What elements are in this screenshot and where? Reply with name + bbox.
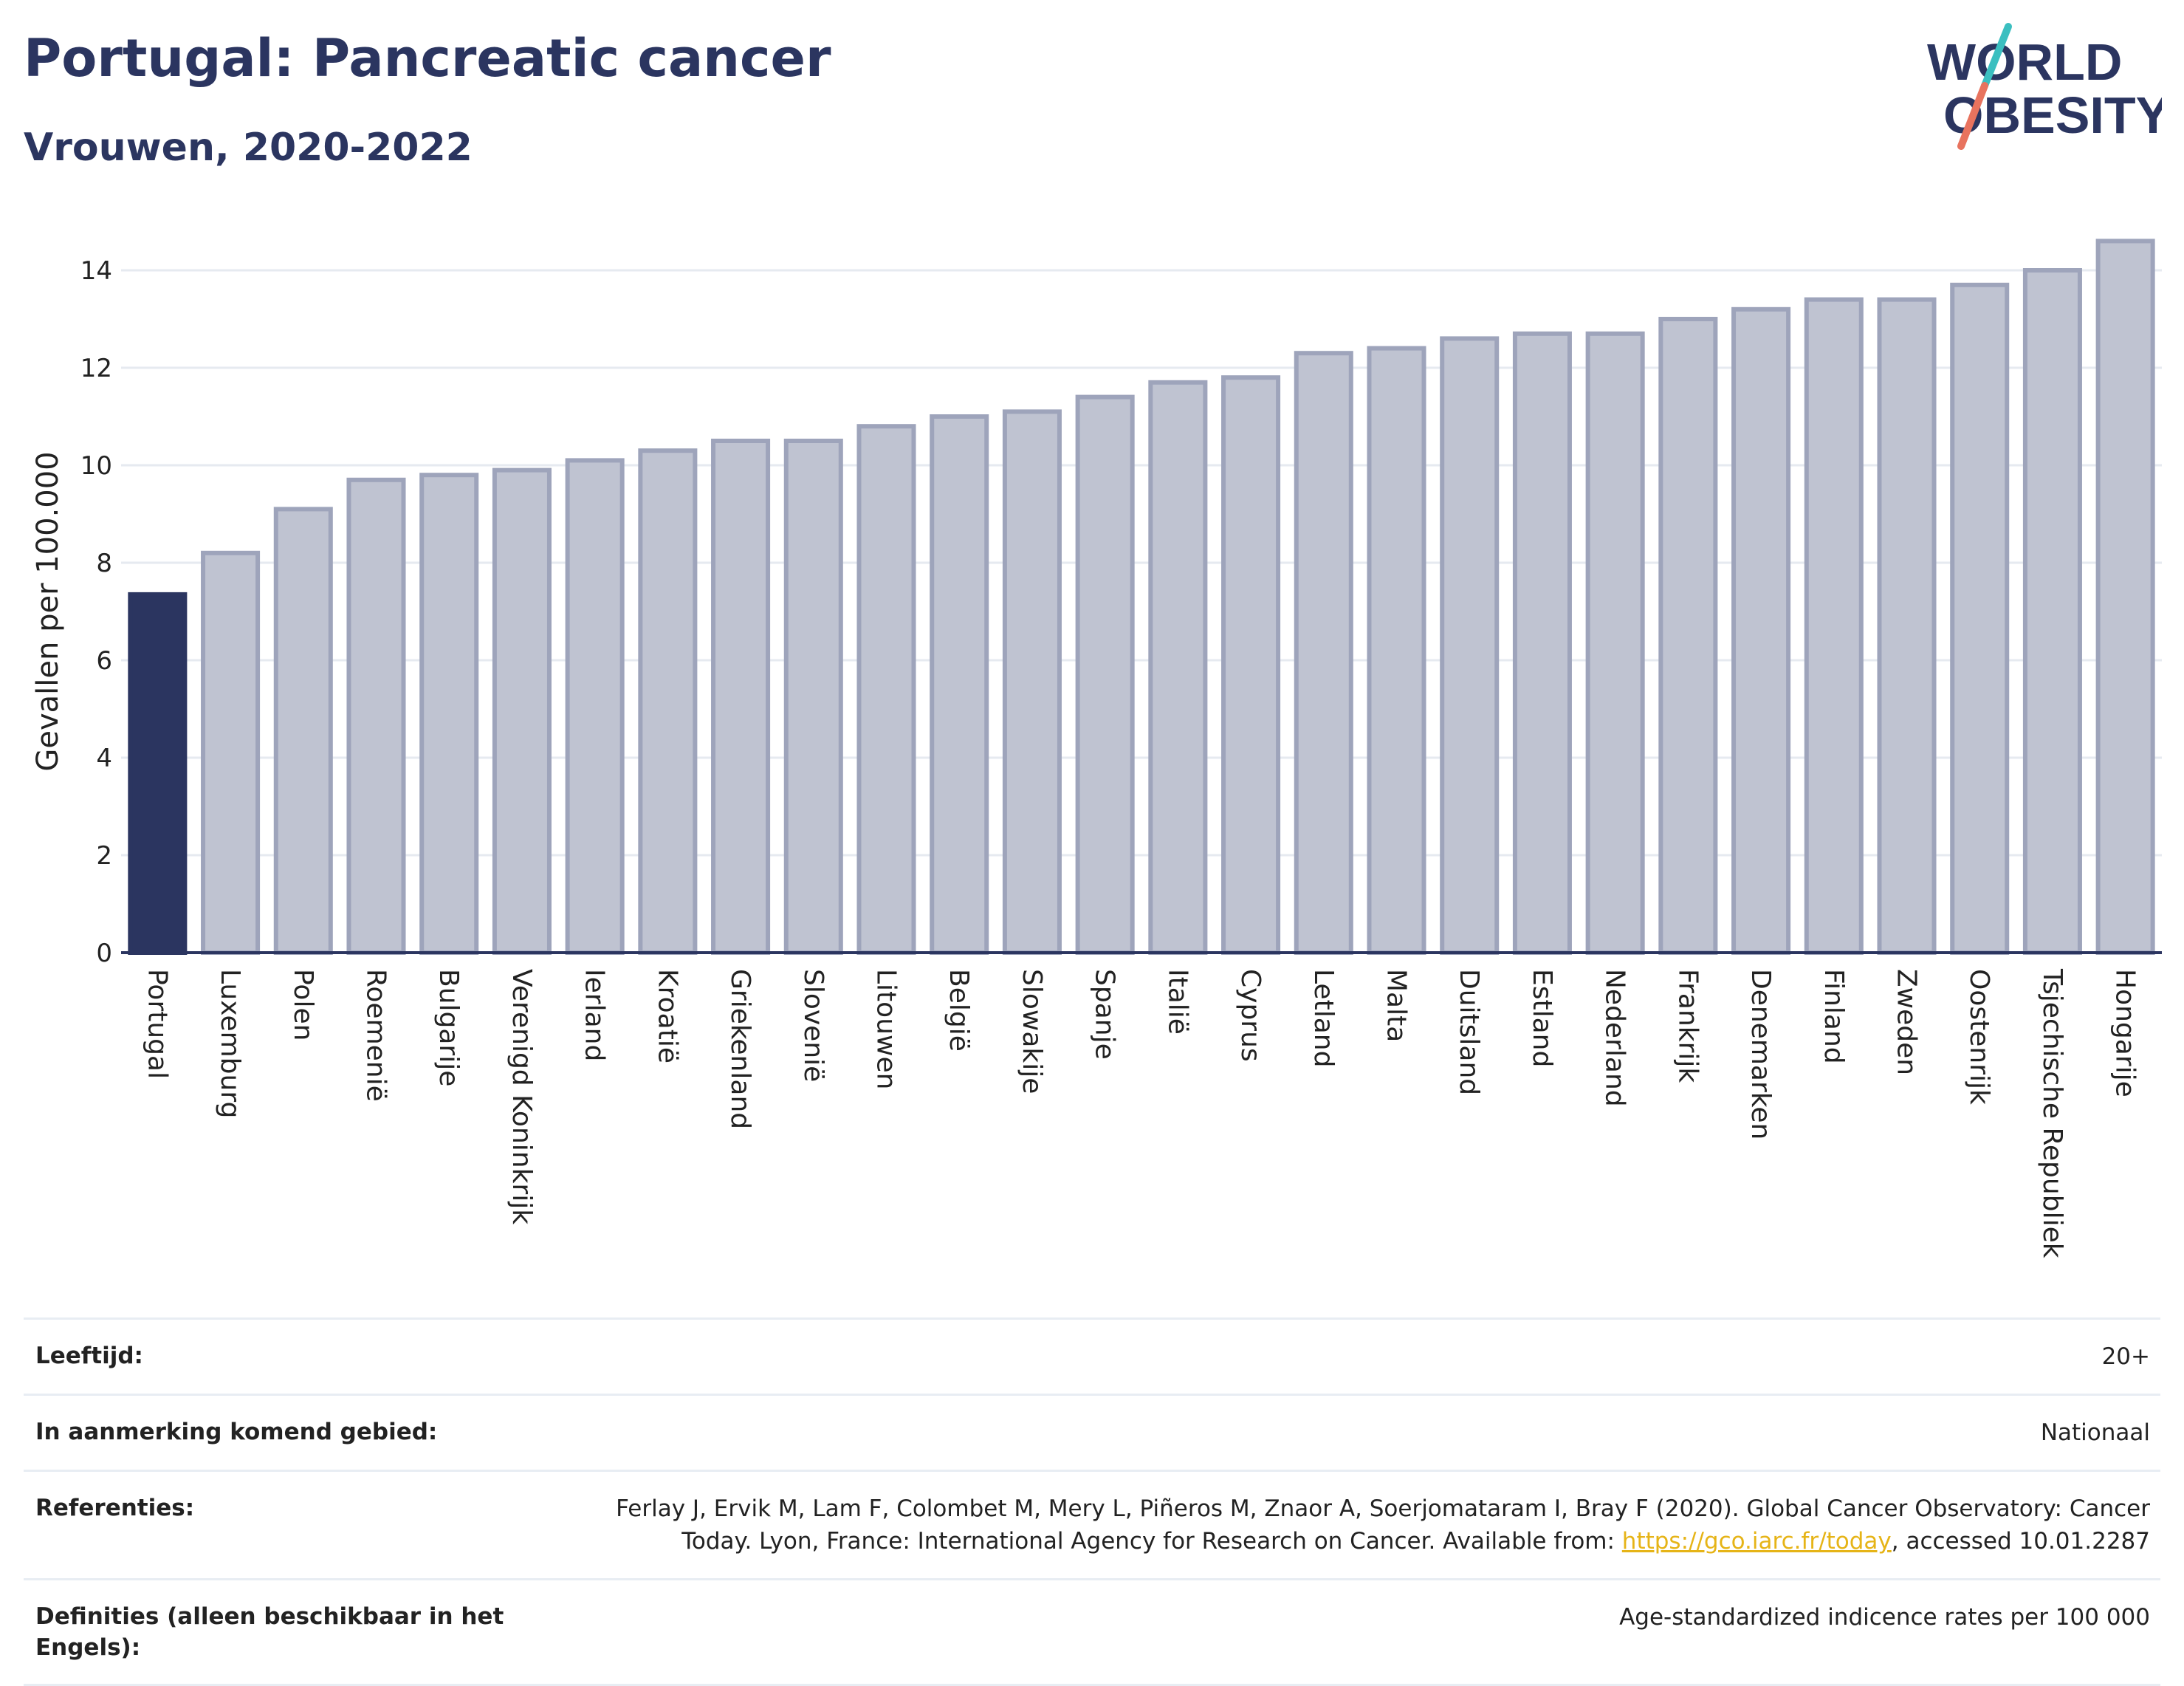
y-tick-label: 0 — [96, 939, 112, 968]
bar — [783, 439, 843, 955]
reference-text: Ferlay J, Ervik M, Lam F, Colombet M, Me… — [616, 1495, 2150, 1522]
x-tick-label: Litouwen — [871, 969, 902, 1089]
bar — [1731, 306, 1791, 956]
bar — [856, 424, 916, 955]
bar — [346, 477, 406, 955]
bar — [1367, 346, 1426, 956]
y-tick-label: 12 — [80, 354, 112, 383]
bar — [419, 473, 479, 955]
bar — [1950, 282, 2010, 956]
x-tick-label: Hongarije — [2110, 969, 2140, 1097]
x-tick-label: Estland — [1527, 969, 1557, 1067]
x-tick-label: Finland — [1819, 969, 1849, 1064]
meta-row-definitions: Definities (alleen beschikbaar in het En… — [24, 1578, 2160, 1686]
bar — [1075, 394, 1135, 956]
page-subtitle: Vrouwen, 2020-2022 — [24, 126, 473, 170]
x-tick-label: Frankrijk — [1672, 969, 1703, 1083]
y-tick-label: 4 — [96, 744, 112, 773]
x-tick-label: Nederland — [1600, 969, 1630, 1107]
meta-label-references: Referenties: — [35, 1495, 195, 1521]
bar — [1440, 336, 1500, 955]
meta-row-references: Referenties: Ferlay J, Ervik M, Lam F, C… — [24, 1470, 2160, 1578]
x-tick-label: België — [944, 969, 974, 1052]
bar — [565, 458, 625, 955]
x-tick-label: Tsjechische Republiek — [2037, 968, 2067, 1258]
y-tick-label: 8 — [96, 549, 112, 578]
x-tick-label: Portugal — [142, 969, 172, 1079]
x-tick-label: Italië — [1162, 969, 1192, 1035]
x-tick-label: Slovenië — [798, 969, 828, 1082]
bar-chart: 0 2 4 6 8 10 12 14 Gevallen per 100.000 Portugal L… — [31, 239, 2162, 1258]
bar — [638, 448, 698, 955]
x-tick-label: Luxemburg — [215, 969, 245, 1118]
bar — [1512, 331, 1572, 956]
meta-label-age: Leeftijd: — [35, 1343, 143, 1369]
meta-value-references: Ferlay J, Ervik M, Lam F, Colombet M, Me… — [605, 1472, 2160, 1578]
page-title: Portugal: Pancreatic cancer — [24, 28, 831, 89]
bar — [1658, 317, 1718, 955]
x-tick-label: Spanje — [1090, 969, 1120, 1060]
logo-slash-teal — [1981, 23, 2012, 89]
bar — [273, 507, 333, 955]
x-tick-label: Ierland — [580, 969, 610, 1061]
x-tick-label: Denemarken — [1745, 969, 1776, 1140]
bar — [492, 467, 552, 956]
bar — [1148, 380, 1208, 955]
x-tick-label: Duitsland — [1454, 969, 1484, 1095]
bar — [711, 439, 771, 955]
meta-value-age: 20+ — [2101, 1343, 2150, 1370]
bar — [1804, 297, 1864, 956]
metadata-table: Leeftijd: 20+ In aanmerking komend gebie… — [24, 1317, 2160, 1686]
meta-row-area: In aanmerking komend gebied: Nationaal — [24, 1394, 2160, 1470]
bar — [930, 414, 989, 955]
bar — [1002, 409, 1062, 955]
x-tick-label: Roemenië — [361, 969, 391, 1102]
y-tick-label: 2 — [96, 841, 112, 871]
x-tick-label: Verenigd Koninkrijk — [506, 969, 537, 1224]
reference-text-2: Today. Lyon, France: International Agenc… — [681, 1528, 1622, 1555]
bar — [201, 550, 261, 955]
x-tick-label: Cyprus — [1235, 969, 1266, 1062]
world-obesity-logo: WORLD OBESITY — [1927, 23, 2162, 150]
x-tick-label: Polen — [288, 969, 318, 1041]
x-tick-label: Bulgarije — [433, 969, 464, 1086]
x-tick-label: Zweden — [1892, 969, 1922, 1075]
meta-value-area: Nationaal — [2040, 1419, 2150, 1446]
meta-row-age: Leeftijd: 20+ — [24, 1317, 2160, 1394]
reference-link[interactable]: https://gco.iarc.fr/today — [1621, 1528, 1892, 1555]
y-tick-label: 14 — [80, 256, 112, 286]
y-tick-label: 10 — [80, 451, 112, 481]
bar — [1221, 375, 1281, 955]
bar — [2022, 268, 2082, 955]
reference-accessed: , accessed 10.01.2287 — [1891, 1528, 2150, 1555]
logo-slash-coral — [1957, 82, 1988, 150]
x-tick-label: Oostenrijk — [1964, 969, 1994, 1105]
x-tick-label: Letland — [1308, 969, 1339, 1067]
y-axis-label: Gevallen per 100.000 — [31, 451, 65, 771]
bar — [2095, 239, 2155, 955]
x-tick-label: Griekenland — [725, 969, 755, 1129]
x-tick-label: Malta — [1381, 969, 1412, 1042]
bar — [1585, 331, 1645, 956]
meta-label-definitions: Definities (alleen beschikbaar in het En… — [35, 1603, 504, 1661]
x-tick-label: Slowakije — [1017, 969, 1047, 1094]
meta-label-area: In aanmerking komend gebied: — [35, 1419, 438, 1445]
bar — [1294, 351, 1353, 955]
meta-value-definitions: Age-standardized indicence rates per 100… — [1619, 1604, 2150, 1631]
logo-word-world: WORLD — [1927, 33, 2122, 91]
x-tick-label: Kroatië — [652, 969, 682, 1063]
y-tick-label: 6 — [96, 646, 112, 676]
bar — [128, 592, 188, 956]
bar — [1877, 297, 1937, 956]
